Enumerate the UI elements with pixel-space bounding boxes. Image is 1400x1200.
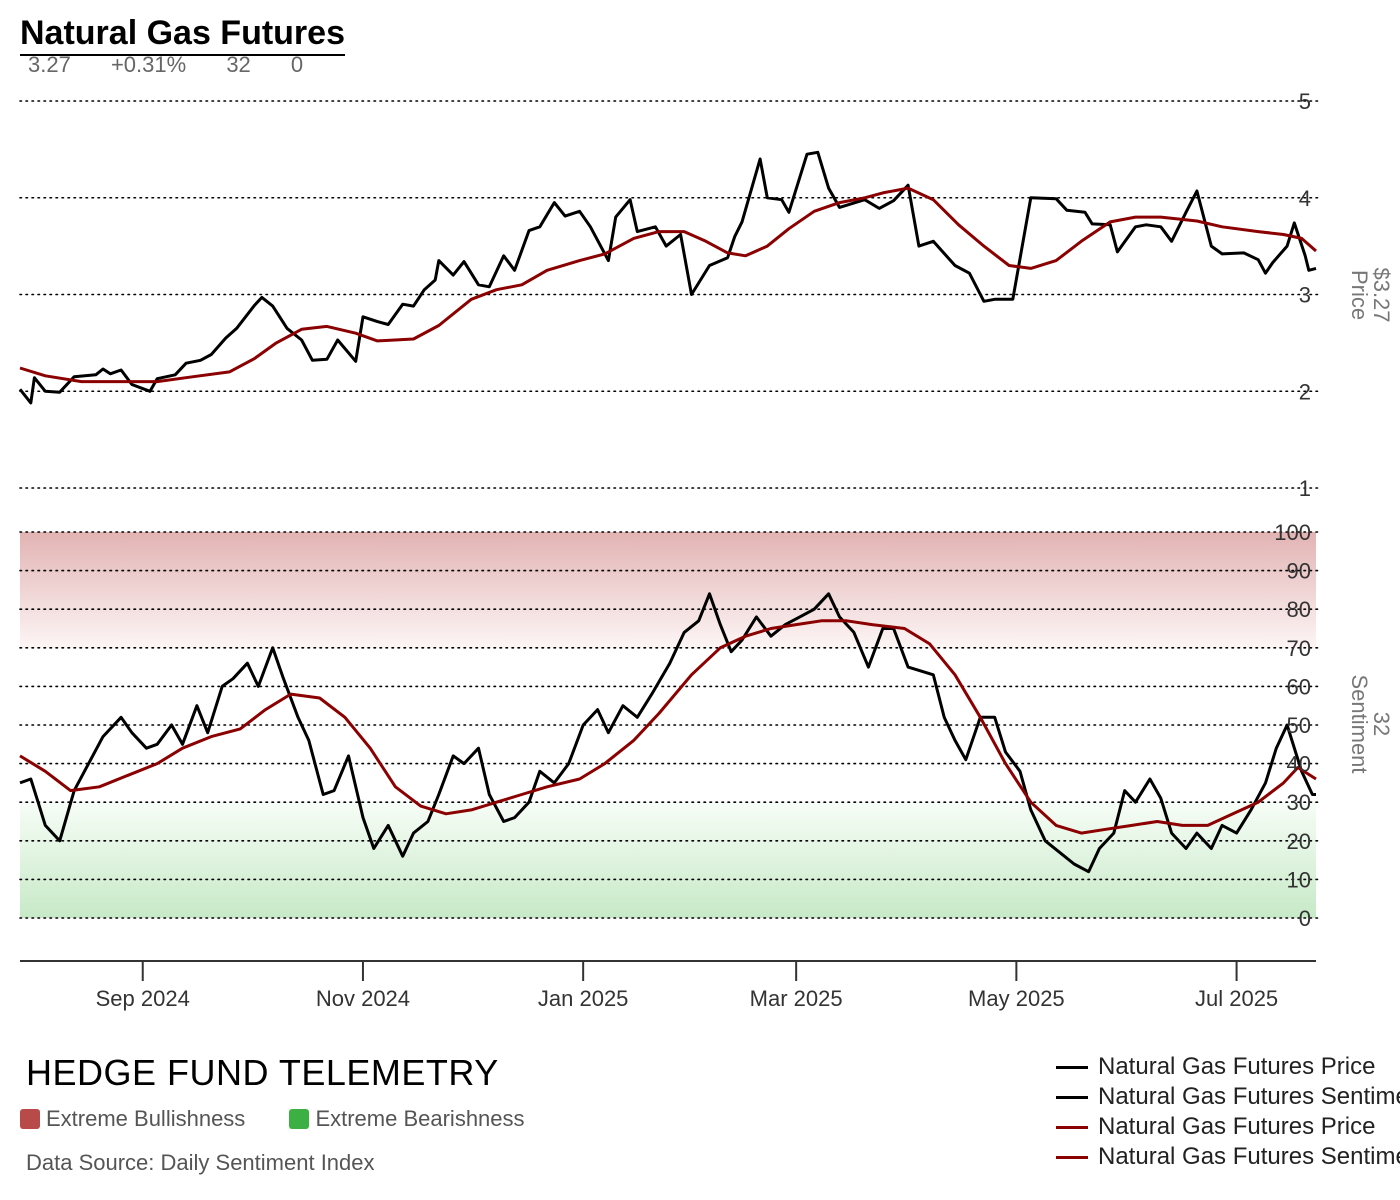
y-tick-label: 4 (1299, 186, 1311, 211)
series-legend: Natural Gas Futures Price Natural Gas Fu… (1056, 1052, 1400, 1172)
sentiment-zones (20, 532, 1316, 918)
zone-extreme-bullishness (20, 532, 1316, 648)
y-tick-label: 1 (1299, 476, 1311, 501)
y-tick-label: 30 (1287, 790, 1311, 815)
sentiment-series-average-line (19, 619, 1317, 835)
stat-change: +0.31% (110, 52, 187, 77)
price-axis-title-text: Price (1347, 270, 1372, 320)
price-axis-title-text: $3.27 (1369, 267, 1394, 322)
chart-title: Natural Gas Futures (20, 14, 345, 56)
y-tick-label: 10 (1287, 867, 1311, 892)
zone-label-bearish: Extreme Bearishness (315, 1106, 525, 1131)
y-tick-label: 90 (1287, 559, 1311, 584)
legend-label: Natural Gas Futures Sentiment (1098, 1083, 1400, 1110)
x-tick-label: Mar 2025 (750, 986, 843, 1011)
x-tick-label: Jan 2025 (538, 986, 629, 1011)
header-stats: 3.27 +0.31% 32 0 (28, 52, 337, 78)
y-tick-label: 100 (1274, 520, 1311, 545)
series-lines (18, 150, 1317, 874)
x-tick-label: Sep 2024 (96, 986, 190, 1011)
legend-item: Natural Gas Futures Price (1056, 1112, 1400, 1142)
y-tick-label: 40 (1287, 752, 1311, 777)
bearish-swatch (289, 1109, 310, 1129)
axes: 123450102030405060708090100Price$3.27Sen… (20, 89, 1394, 1011)
x-tick-label: May 2025 (968, 986, 1065, 1011)
stat-price: 3.27 (28, 52, 71, 77)
bullish-swatch (20, 1109, 40, 1129)
grid-lines (19, 100, 1321, 919)
zone-legend-bearish: Extreme Bearishness (289, 1106, 525, 1132)
legend-line (1056, 1095, 1088, 1099)
x-tick-label: Nov 2024 (316, 986, 410, 1011)
sentiment-axis-title-text: 32 (1369, 712, 1394, 736)
data-source: Data Source: Daily Sentiment Index (26, 1150, 375, 1175)
price-series-main-line (18, 150, 1317, 405)
y-tick-label: 5 (1299, 89, 1311, 114)
legend-label: Natural Gas Futures Price (1098, 1113, 1376, 1140)
legend-label: Natural Gas Futures Sentiment (1098, 1143, 1400, 1170)
sentiment-axis-title-text: Sentiment (1347, 674, 1372, 773)
y-tick-label: 3 (1299, 283, 1311, 308)
y-tick-label: 50 (1287, 713, 1311, 738)
y-tick-label: 70 (1287, 636, 1311, 661)
price-axis-title: Price$3.27 (1347, 267, 1394, 322)
legend-item: Natural Gas Futures Price (1056, 1052, 1400, 1082)
y-tick-label: 80 (1287, 597, 1311, 622)
zone-legend: Extreme Bullishness Extreme Bearishness (20, 1106, 563, 1135)
legend-line (1056, 1155, 1088, 1159)
y-tick-label: 0 (1299, 906, 1311, 931)
zone-extreme-bearishness (20, 802, 1316, 918)
y-tick-label: 20 (1287, 829, 1311, 854)
y-tick-label: 60 (1287, 674, 1311, 699)
zone-legend-bullish: Extreme Bullishness (20, 1106, 245, 1132)
brand-logo-text: HEDGE FUND TELEMETRY (26, 1052, 499, 1093)
zone-label-bullish: Extreme Bullishness (46, 1106, 246, 1131)
stat-other: 0 (290, 52, 304, 77)
legend-item: Natural Gas Futures Sentiment (1056, 1082, 1400, 1112)
legend-item: Natural Gas Futures Sentiment (1056, 1142, 1400, 1172)
legend-label: Natural Gas Futures Price (1098, 1053, 1376, 1080)
sentiment-series-main-line (19, 592, 1316, 874)
stat-sentiment: 32 (226, 52, 251, 77)
y-tick-label: 2 (1299, 379, 1311, 404)
legend-line (1056, 1065, 1088, 1069)
x-tick-label: Jul 2025 (1195, 986, 1278, 1011)
price-series-average-line (19, 186, 1317, 384)
legend-line (1056, 1125, 1088, 1129)
